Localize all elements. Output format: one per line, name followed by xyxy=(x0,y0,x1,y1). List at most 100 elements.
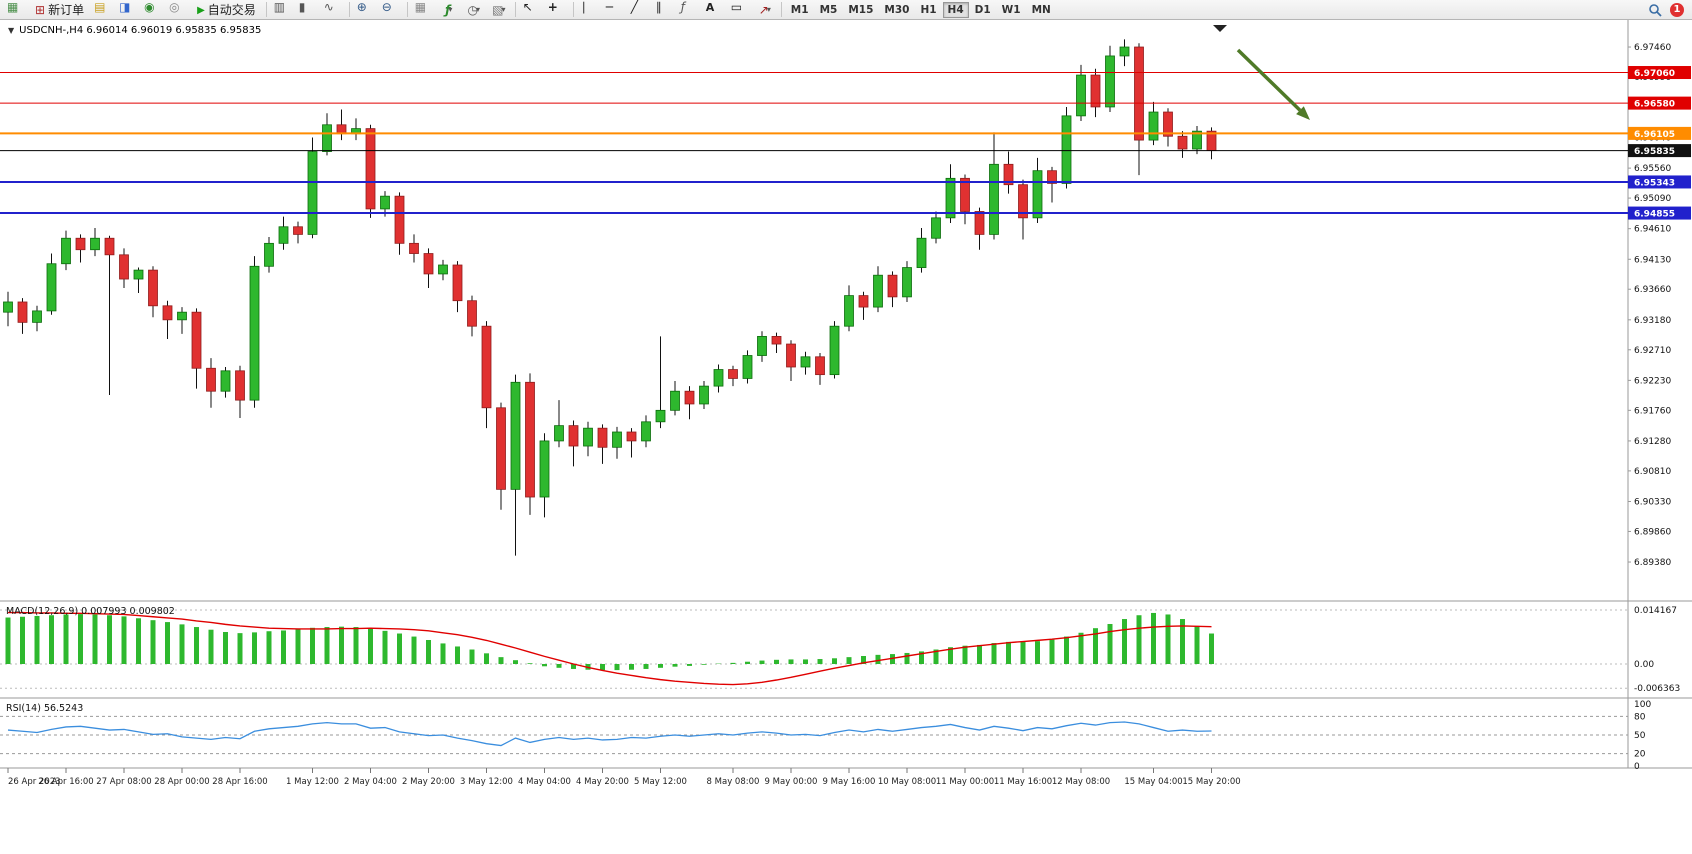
macd-histogram-bar xyxy=(658,664,663,668)
macd-histogram-bar xyxy=(92,614,98,664)
timeframe-m30-button[interactable]: M30 xyxy=(879,2,914,18)
candle xyxy=(452,264,463,302)
macd-histogram-bar xyxy=(1078,632,1084,664)
zoom-in-icon[interactable] xyxy=(354,0,378,19)
macd-histogram-bar xyxy=(745,661,750,664)
candle xyxy=(264,242,274,267)
candle xyxy=(786,343,796,368)
macd-histogram-bar xyxy=(527,663,533,664)
macd-histogram-bar xyxy=(353,627,359,664)
timeframe-h4-button[interactable]: H4 xyxy=(942,1,969,18)
text-icon[interactable] xyxy=(703,0,727,19)
zoom-out-icon[interactable] xyxy=(379,0,403,19)
templates-dropdown[interactable]: ▾ xyxy=(487,0,511,19)
macd-histogram-bar xyxy=(629,664,634,670)
one-click-collapse-icon[interactable]: ▼ xyxy=(8,26,15,35)
candle xyxy=(554,425,564,442)
candle xyxy=(902,267,912,298)
alerts-icon[interactable] xyxy=(116,0,140,19)
horizontal-line-icon[interactable] xyxy=(603,0,627,19)
candlestick-chart-icon[interactable] xyxy=(296,0,320,19)
macd-histogram-bar xyxy=(817,659,823,664)
chart-area[interactable]: 6.974606.969906.965306.960406.955606.950… xyxy=(0,20,1692,854)
price-badge-label: 6.96580 xyxy=(1634,100,1675,110)
channel-icon[interactable] xyxy=(653,0,677,19)
price-axis-label: 6.92710 xyxy=(1634,346,1671,356)
timeframe-d1-button[interactable]: D1 xyxy=(970,2,996,18)
macd-histogram-bar xyxy=(1035,641,1040,664)
cursor-icon[interactable] xyxy=(520,0,544,19)
timeframe-m15-button[interactable]: M15 xyxy=(843,2,878,18)
price-axis-label: 6.92230 xyxy=(1634,376,1671,386)
candle xyxy=(409,242,419,254)
candle xyxy=(873,274,883,308)
macd-histogram-bar xyxy=(948,647,953,664)
candle xyxy=(1076,74,1086,117)
auto-trading-label: 自动交易 xyxy=(207,2,256,17)
macd-histogram-bar xyxy=(861,655,866,664)
profiles-icon[interactable] xyxy=(91,0,115,19)
macd-histogram-bar xyxy=(440,643,446,664)
scripts-icon[interactable] xyxy=(141,0,165,19)
candle xyxy=(90,237,100,251)
macd-histogram-bar xyxy=(107,615,112,664)
auto-trading-button[interactable]: 自动交易 xyxy=(191,1,262,18)
bar-chart-icon[interactable] xyxy=(271,0,295,19)
timeframe-h1-button[interactable]: H1 xyxy=(915,2,941,18)
macd-histogram-bar xyxy=(788,659,794,664)
candle xyxy=(278,226,289,244)
price-axis-label: 6.93660 xyxy=(1634,285,1671,295)
candle xyxy=(1163,111,1173,137)
candle xyxy=(757,335,767,356)
crosshair-icon[interactable] xyxy=(545,0,569,19)
chart-shift-marker-icon[interactable] xyxy=(1213,25,1227,32)
vertical-line-icon[interactable] xyxy=(578,0,602,19)
rsi-axis-label: 80 xyxy=(1634,712,1646,722)
tile-windows-icon[interactable] xyxy=(412,0,436,19)
candle xyxy=(3,301,13,313)
rsi-line xyxy=(7,721,1212,747)
line-chart-icon[interactable] xyxy=(321,0,345,19)
chart-window-icon[interactable] xyxy=(4,0,28,19)
macd-histogram-bar xyxy=(890,654,895,664)
price-axis-label: 6.90330 xyxy=(1634,497,1671,507)
notification-badge[interactable]: 1 xyxy=(1670,2,1684,17)
macd-histogram-bar xyxy=(237,633,243,664)
price-badge xyxy=(1628,206,1691,220)
price-axis-label: 6.89860 xyxy=(1634,527,1671,537)
arrows-dropdown[interactable]: ▾ xyxy=(753,0,777,19)
macd-histogram-bar xyxy=(223,631,228,664)
trendline-icon[interactable] xyxy=(628,0,652,19)
trend-arrow-annotation[interactable] xyxy=(1236,48,1302,112)
macd-histogram-bar xyxy=(933,649,939,664)
time-axis-label: 28 Apr 16:00 xyxy=(212,777,267,787)
time-axis-label: 2 May 20:00 xyxy=(402,777,455,787)
macd-histogram-bar xyxy=(977,644,982,664)
label-icon[interactable] xyxy=(728,0,752,19)
timeframe-m1-button[interactable]: M1 xyxy=(786,2,814,18)
timeframe-mn-button[interactable]: MN xyxy=(1027,2,1056,18)
toolbar-separator xyxy=(514,2,516,17)
fibonacci-icon[interactable] xyxy=(678,0,702,19)
candle xyxy=(800,356,811,368)
new-order-button[interactable]: 新订单 xyxy=(29,1,90,18)
macd-histogram-bar xyxy=(324,627,330,664)
indicators-dropdown[interactable]: ▾ xyxy=(437,0,461,19)
time-axis-label: 4 May 20:00 xyxy=(576,777,629,787)
timeframe-w1-button[interactable]: W1 xyxy=(997,2,1026,18)
macd-histogram-bar xyxy=(832,658,837,664)
chevron-down-icon: ▾ xyxy=(501,4,506,14)
periods-dropdown[interactable]: ▾ xyxy=(462,0,486,19)
candle xyxy=(220,370,231,392)
candle xyxy=(336,124,347,135)
search-icon[interactable] xyxy=(1643,0,1667,19)
candle xyxy=(525,381,535,498)
price-badge-label: 6.95343 xyxy=(1634,178,1675,188)
timeframe-m5-button[interactable]: M5 xyxy=(815,2,843,18)
chart-canvas[interactable]: 6.974606.969906.965306.960406.955606.950… xyxy=(0,20,1692,854)
candle xyxy=(1148,111,1159,141)
refresh-icon[interactable] xyxy=(166,0,190,19)
price-axis-label: 6.89380 xyxy=(1634,558,1671,568)
candle xyxy=(931,217,941,239)
candle xyxy=(815,356,825,376)
